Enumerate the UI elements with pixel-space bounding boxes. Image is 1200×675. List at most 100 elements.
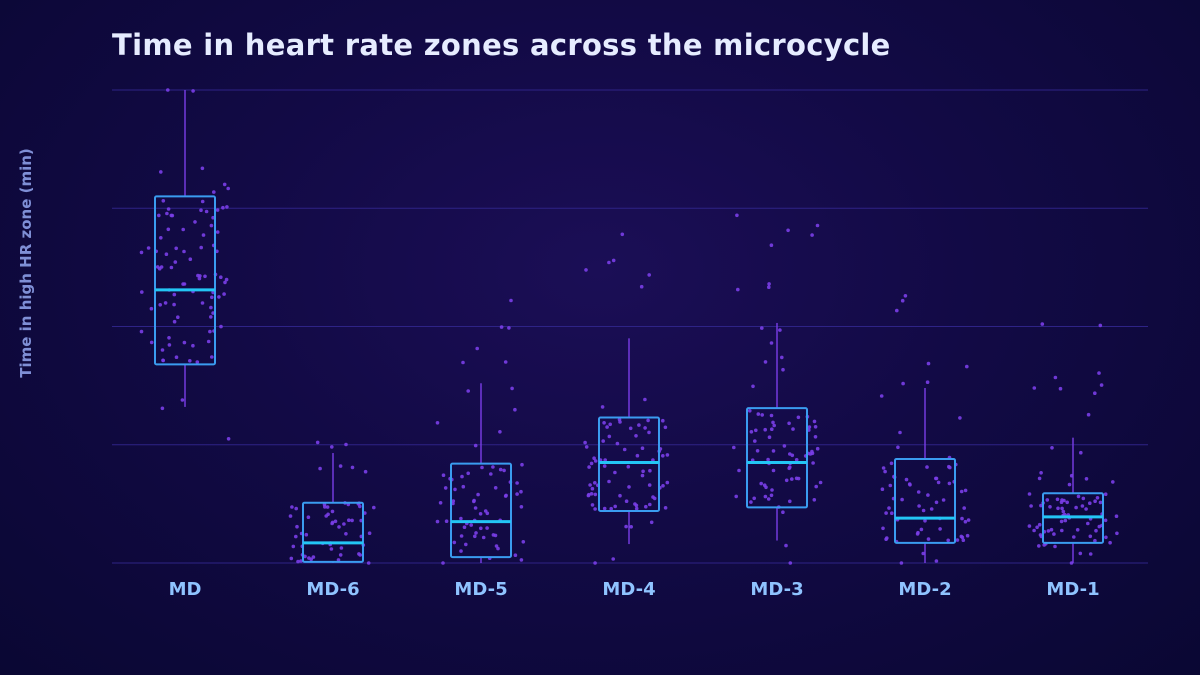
- data-point: [459, 549, 463, 553]
- data-point: [1084, 477, 1089, 481]
- data-point: [519, 489, 523, 494]
- data-point: [611, 557, 615, 561]
- data-point: [760, 413, 764, 417]
- data-point: [665, 453, 670, 457]
- data-point: [294, 534, 298, 539]
- data-point: [520, 462, 524, 467]
- data-point: [172, 302, 176, 307]
- data-point: [507, 326, 511, 330]
- data-point: [172, 319, 177, 324]
- data-point: [1074, 505, 1078, 510]
- data-point: [634, 434, 638, 438]
- data-point: [583, 440, 587, 445]
- data-point: [140, 290, 144, 294]
- data-point: [1065, 500, 1069, 505]
- data-point: [435, 421, 440, 425]
- data-point: [329, 547, 334, 551]
- data-point: [1059, 519, 1064, 524]
- data-point: [473, 443, 478, 448]
- data-point: [767, 282, 771, 286]
- data-point: [219, 324, 223, 329]
- data-point: [158, 303, 162, 307]
- box-md-6: [302, 501, 364, 563]
- data-point: [1088, 552, 1093, 556]
- data-point: [452, 540, 457, 545]
- data-point: [1084, 507, 1088, 511]
- data-point: [794, 476, 799, 481]
- data-point: [965, 533, 970, 538]
- data-point: [358, 504, 362, 509]
- data-point: [609, 506, 613, 511]
- data-point: [607, 434, 612, 439]
- data-point: [330, 521, 334, 526]
- data-point: [884, 511, 888, 515]
- grid-lines: [112, 89, 1148, 564]
- data-point: [889, 461, 894, 466]
- data-point: [887, 506, 891, 510]
- data-point: [209, 305, 213, 310]
- data-point: [160, 348, 165, 352]
- data-point: [589, 461, 594, 466]
- data-point: [338, 553, 343, 557]
- data-point: [647, 483, 652, 487]
- data-point: [180, 398, 185, 402]
- data-point: [372, 505, 376, 510]
- data-point: [771, 449, 776, 453]
- data-point: [476, 492, 480, 497]
- data-point: [1037, 476, 1042, 481]
- data-point: [226, 437, 231, 441]
- data-point: [960, 516, 964, 521]
- data-point: [1053, 544, 1057, 549]
- data-point: [199, 208, 203, 212]
- data-point: [1097, 371, 1101, 375]
- data-point: [926, 361, 931, 366]
- data-point: [191, 89, 195, 93]
- data-point: [963, 488, 968, 493]
- data-point: [451, 501, 455, 506]
- data-point: [224, 277, 229, 282]
- data-point: [1048, 505, 1052, 509]
- data-point: [210, 355, 214, 359]
- data-point: [661, 484, 665, 488]
- data-point: [929, 507, 934, 511]
- data-point: [191, 343, 195, 348]
- data-point: [325, 505, 330, 509]
- data-point: [881, 526, 885, 531]
- data-point: [732, 445, 736, 450]
- data-point: [791, 427, 795, 431]
- data-point: [769, 413, 774, 418]
- data-point: [895, 308, 899, 313]
- data-point: [818, 480, 823, 485]
- data-point: [221, 205, 225, 210]
- data-point: [474, 531, 478, 535]
- data-point: [611, 258, 616, 263]
- data-point: [769, 243, 774, 247]
- data-point: [934, 559, 939, 563]
- box-md-5: [450, 462, 512, 559]
- data-point: [661, 418, 665, 423]
- data-point: [643, 397, 647, 402]
- data-point: [916, 490, 921, 494]
- data-point: [663, 425, 668, 430]
- data-point: [480, 465, 484, 470]
- data-point: [344, 532, 348, 536]
- data-point: [1061, 509, 1066, 514]
- data-point: [618, 493, 622, 498]
- data-point: [769, 493, 774, 498]
- data-point: [751, 384, 755, 389]
- data-point: [760, 326, 764, 330]
- data-point: [921, 508, 926, 513]
- data-point: [593, 481, 597, 485]
- data-point: [1046, 529, 1051, 533]
- data-point: [587, 465, 591, 469]
- data-point: [473, 506, 478, 510]
- data-point: [1060, 498, 1064, 502]
- x-tick-label: MD-5: [454, 579, 507, 600]
- data-point: [217, 295, 221, 299]
- data-point: [753, 439, 757, 443]
- data-point: [461, 360, 465, 365]
- data-point: [473, 534, 477, 539]
- data-point: [1086, 412, 1091, 417]
- data-point: [965, 364, 969, 369]
- data-point: [735, 213, 739, 218]
